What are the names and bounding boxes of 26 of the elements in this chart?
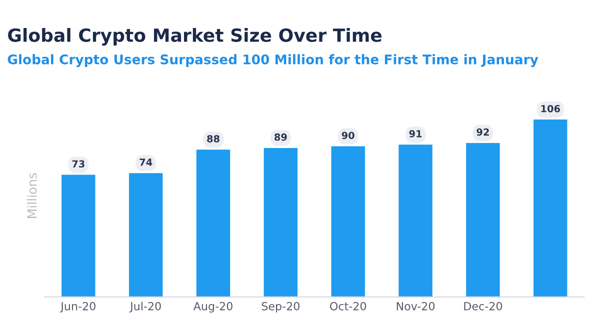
bar: [62, 174, 96, 297]
y-axis-title: Millions: [27, 173, 37, 218]
x-tick-label: Aug-20: [193, 302, 232, 313]
bar: [534, 120, 568, 297]
x-tick-label: Dec-20: [464, 302, 502, 310]
data-label: 73: [72, 160, 84, 168]
bar: [466, 142, 500, 297]
x-tick-label: Sep-20: [262, 302, 300, 313]
data-label: 89: [274, 133, 287, 141]
x-tick-label: Nov-20: [396, 302, 435, 310]
data-label: 92: [476, 128, 489, 136]
data-label: 90: [342, 132, 354, 140]
chart-subtitle: Global Crypto Users Surpassed 100 Million for the First Time in January: [8, 54, 538, 68]
bar: [128, 173, 163, 297]
data-label: 106: [541, 104, 560, 112]
bar: [331, 146, 365, 297]
x-tick-label: Jun-20: [60, 302, 96, 312]
data-label: 91: [409, 130, 422, 138]
x-tick-label: Jul-20: [129, 302, 161, 312]
bar: [398, 144, 432, 297]
x-tick-label: Oct-20: [330, 302, 366, 310]
data-label: 74: [140, 158, 152, 166]
chart-title: Global Crypto Market Size Over Time: [8, 28, 382, 46]
data-label: 88: [207, 135, 220, 142]
bar: [196, 150, 230, 297]
bar: [264, 148, 298, 297]
